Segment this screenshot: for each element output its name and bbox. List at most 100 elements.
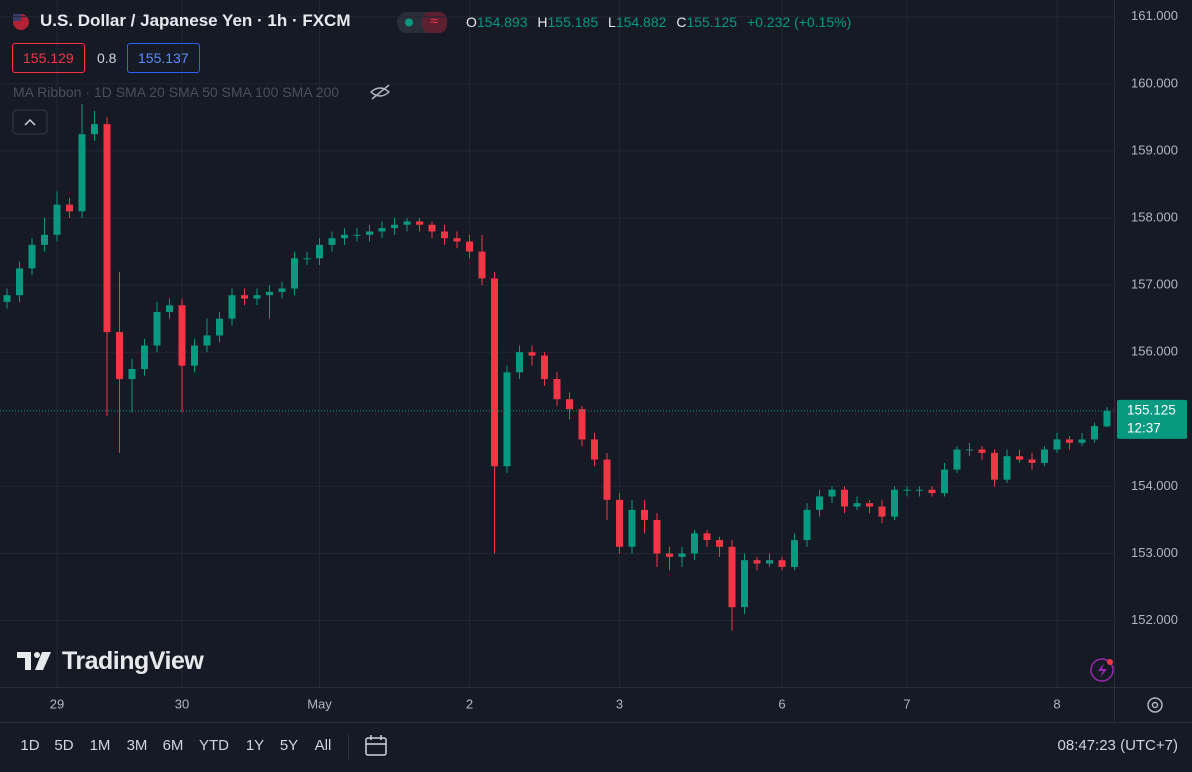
lightning-bolt: [1098, 663, 1107, 678]
range-button[interactable]: 3M: [126, 737, 148, 754]
candle-body: [553, 379, 561, 400]
candle-body: [778, 560, 786, 567]
candle-body: [566, 399, 573, 410]
x-tick-label: May: [307, 696, 332, 711]
candle-body: [928, 489, 936, 494]
candle-body: [578, 409, 586, 440]
range-button[interactable]: 5Y: [279, 737, 299, 754]
candle-body: [403, 221, 411, 225]
candle-body: [166, 305, 173, 312]
ohlc-label: C: [676, 14, 687, 30]
y-tick-label: 160.000: [1131, 75, 1178, 90]
candle-body: [328, 238, 336, 245]
candle-body: [978, 449, 986, 453]
candle-body: [128, 368, 136, 380]
toggle-dot: [405, 18, 413, 27]
candle-body: [616, 499, 623, 547]
ohlc-legend: O154.893 H155.185 L154.882 C155.125 +0.2…: [466, 14, 851, 30]
candle-body: [1041, 449, 1048, 463]
candle-body: [728, 546, 736, 608]
candle-body: [766, 560, 773, 564]
candle-body: [791, 540, 798, 567]
lightning-icon[interactable]: [1090, 658, 1114, 682]
candle-body: [441, 231, 448, 239]
candle-body: [378, 228, 386, 232]
candle-body: [703, 533, 711, 541]
y-tick-label: 154.000: [1131, 478, 1178, 493]
candle-body: [391, 224, 398, 229]
candle-body: [141, 345, 148, 369]
range-button[interactable]: 5D: [54, 737, 74, 754]
candle-body: [991, 452, 998, 480]
spread: 0.8: [97, 50, 117, 66]
buy-button[interactable]: 155.137: [127, 43, 200, 73]
settings-icon[interactable]: [1147, 697, 1163, 713]
candle-body: [103, 124, 111, 333]
candle-body: [828, 489, 836, 497]
candle-body: [3, 295, 11, 302]
range-button[interactable]: YTD: [199, 737, 229, 754]
candle-body: [1091, 426, 1098, 440]
candle-body: [428, 224, 436, 232]
candle-body: [541, 355, 548, 380]
candle-body: [803, 509, 811, 541]
x-tick-label: 7: [903, 696, 910, 711]
calendar-icon[interactable]: [365, 735, 387, 756]
symbol-title[interactable]: U.S. Dollar / Japanese Yen · 1h · FXCM: [40, 11, 351, 30]
candle-body: [1003, 456, 1011, 480]
candle-body: [253, 295, 261, 299]
x-tick-label: 8: [1053, 696, 1060, 711]
y-tick-label: 158.000: [1131, 209, 1178, 224]
clock[interactable]: 08:47:23 (UTC+7): [1057, 737, 1178, 754]
ohlc-label: L: [608, 14, 616, 30]
indicator-legend[interactable]: MA Ribbon · 1D SMA 20 SMA 50 SMA 100 SMA…: [13, 84, 340, 100]
candle-body: [78, 134, 86, 212]
ohlc-label: H: [537, 14, 548, 30]
candle-body: [866, 503, 873, 507]
candle-body: [203, 335, 211, 346]
countdown-label: 12:37: [1127, 420, 1161, 435]
candle-body: [416, 221, 423, 225]
indicator-name: MA Ribbon: [13, 84, 82, 100]
range-button[interactable]: 1M: [89, 737, 111, 754]
wave-icon: ≈: [430, 13, 438, 29]
y-tick-label: 152.000: [1131, 612, 1178, 627]
candle-body: [1066, 439, 1073, 443]
chevron-icon: [24, 118, 36, 126]
candles: [3, 103, 1111, 631]
x-tick-label: 6: [778, 696, 785, 711]
candle-body: [891, 489, 898, 517]
candle-body: [503, 372, 511, 467]
indicator-params: 1D SMA 20 SMA 50 SMA 100 SMA 200: [93, 84, 340, 100]
candle-body: [603, 459, 611, 500]
ohlc-value: 155.125: [686, 14, 738, 30]
candle-body: [303, 258, 311, 260]
candle-body: [741, 560, 748, 608]
range-button[interactable]: 1D: [20, 737, 40, 754]
x-tick-label: 30: [175, 696, 189, 711]
range-button[interactable]: 1Y: [245, 737, 265, 754]
candle-body: [191, 345, 198, 366]
candle-body: [453, 238, 461, 242]
candle-body: [678, 553, 686, 557]
candle-body: [366, 231, 373, 235]
collapse-button[interactable]: [12, 109, 48, 135]
candle-body: [528, 352, 536, 356]
candle-body: [28, 244, 36, 269]
candle-body: [291, 258, 298, 289]
candle-body: [466, 241, 473, 252]
range-button[interactable]: 6M: [162, 737, 184, 754]
candle-body: [66, 204, 73, 212]
last-price-box: [1117, 399, 1187, 439]
y-tick-label: 153.000: [1131, 545, 1178, 560]
range-button[interactable]: All: [314, 737, 332, 754]
candle-body: [691, 533, 698, 554]
x-tick-label: 2: [466, 696, 473, 711]
candle-body: [628, 509, 636, 547]
sell-button[interactable]: 155.129: [12, 43, 85, 73]
candle-body: [341, 234, 348, 239]
candle-body: [941, 469, 948, 494]
candle-body: [178, 305, 186, 366]
ohlc-label: O: [466, 14, 477, 30]
candle-body: [91, 124, 98, 135]
